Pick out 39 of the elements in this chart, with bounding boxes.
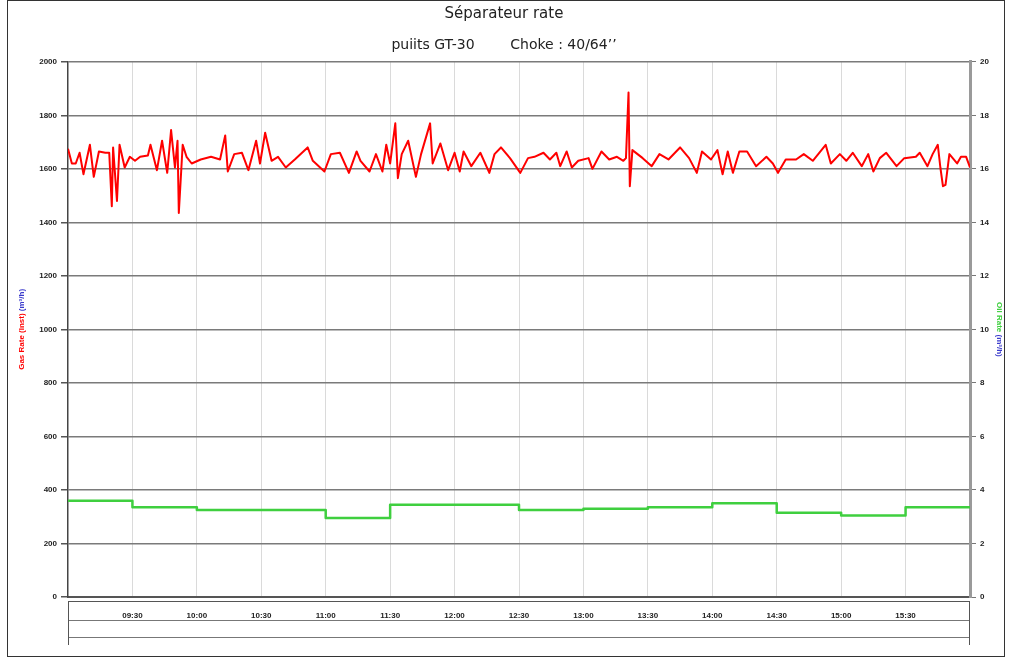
y2-axis-title: Oil Rate (m³/h) [994,302,1004,358]
y2-tick-label: 6 [980,431,985,441]
y2-tick-label: 2 [980,538,985,548]
x-tick-label: 10:00 [186,611,208,620]
x-tick-label: 12:30 [508,611,530,620]
y-tick-label: 2000 [39,57,58,66]
x-tick-label: 14:30 [766,611,788,620]
x-tick-label: 13:30 [637,611,659,620]
y2-tick-label: 20 [980,57,990,66]
y2-tick-label: 16 [980,164,990,174]
y-tick-label: 200 [43,538,58,548]
y2-tick-label: 8 [980,378,985,388]
chart-subtitle: puiits GT-30 Choke : 40/64’’ [391,36,617,53]
y-tick-label: 1800 [39,110,58,120]
x-tick-label: 13:00 [573,611,595,620]
y-tick-label: 1600 [39,164,58,174]
y-tick-label: 0 [52,592,58,602]
y-axis-title: Gas Rate (Inst) (m³/h) [17,288,27,370]
x-tick-label: 15:30 [895,611,917,620]
y-tick-label: 600 [43,431,58,441]
x-tick-label: 14:00 [702,611,724,620]
y-tick-label: 1200 [39,271,58,281]
y2-tick-label: 14 [980,217,990,227]
y2-tick-label: 10 [980,324,990,334]
y-tick-label: 800 [43,378,58,388]
y2-tick-label: 12 [980,271,990,281]
y-tick-label: 400 [43,485,58,495]
x-tick-label: 10:30 [251,611,273,620]
chart-title: Séparateur rate [444,3,564,22]
x-tick-label: 15:00 [830,611,852,620]
y-tick-label: 1400 [39,217,58,227]
y-tick-label: 1000 [39,324,58,334]
y2-tick-label: 4 [980,485,985,495]
x-tick-label: 09:30 [122,611,144,620]
x-tick-label: 12:00 [444,611,466,620]
x-tick-label: 11:30 [380,611,401,620]
y2-tick-label: 18 [980,110,990,120]
y2-tick-label: 0 [980,592,985,602]
x-tick-label: 11:00 [315,611,337,620]
